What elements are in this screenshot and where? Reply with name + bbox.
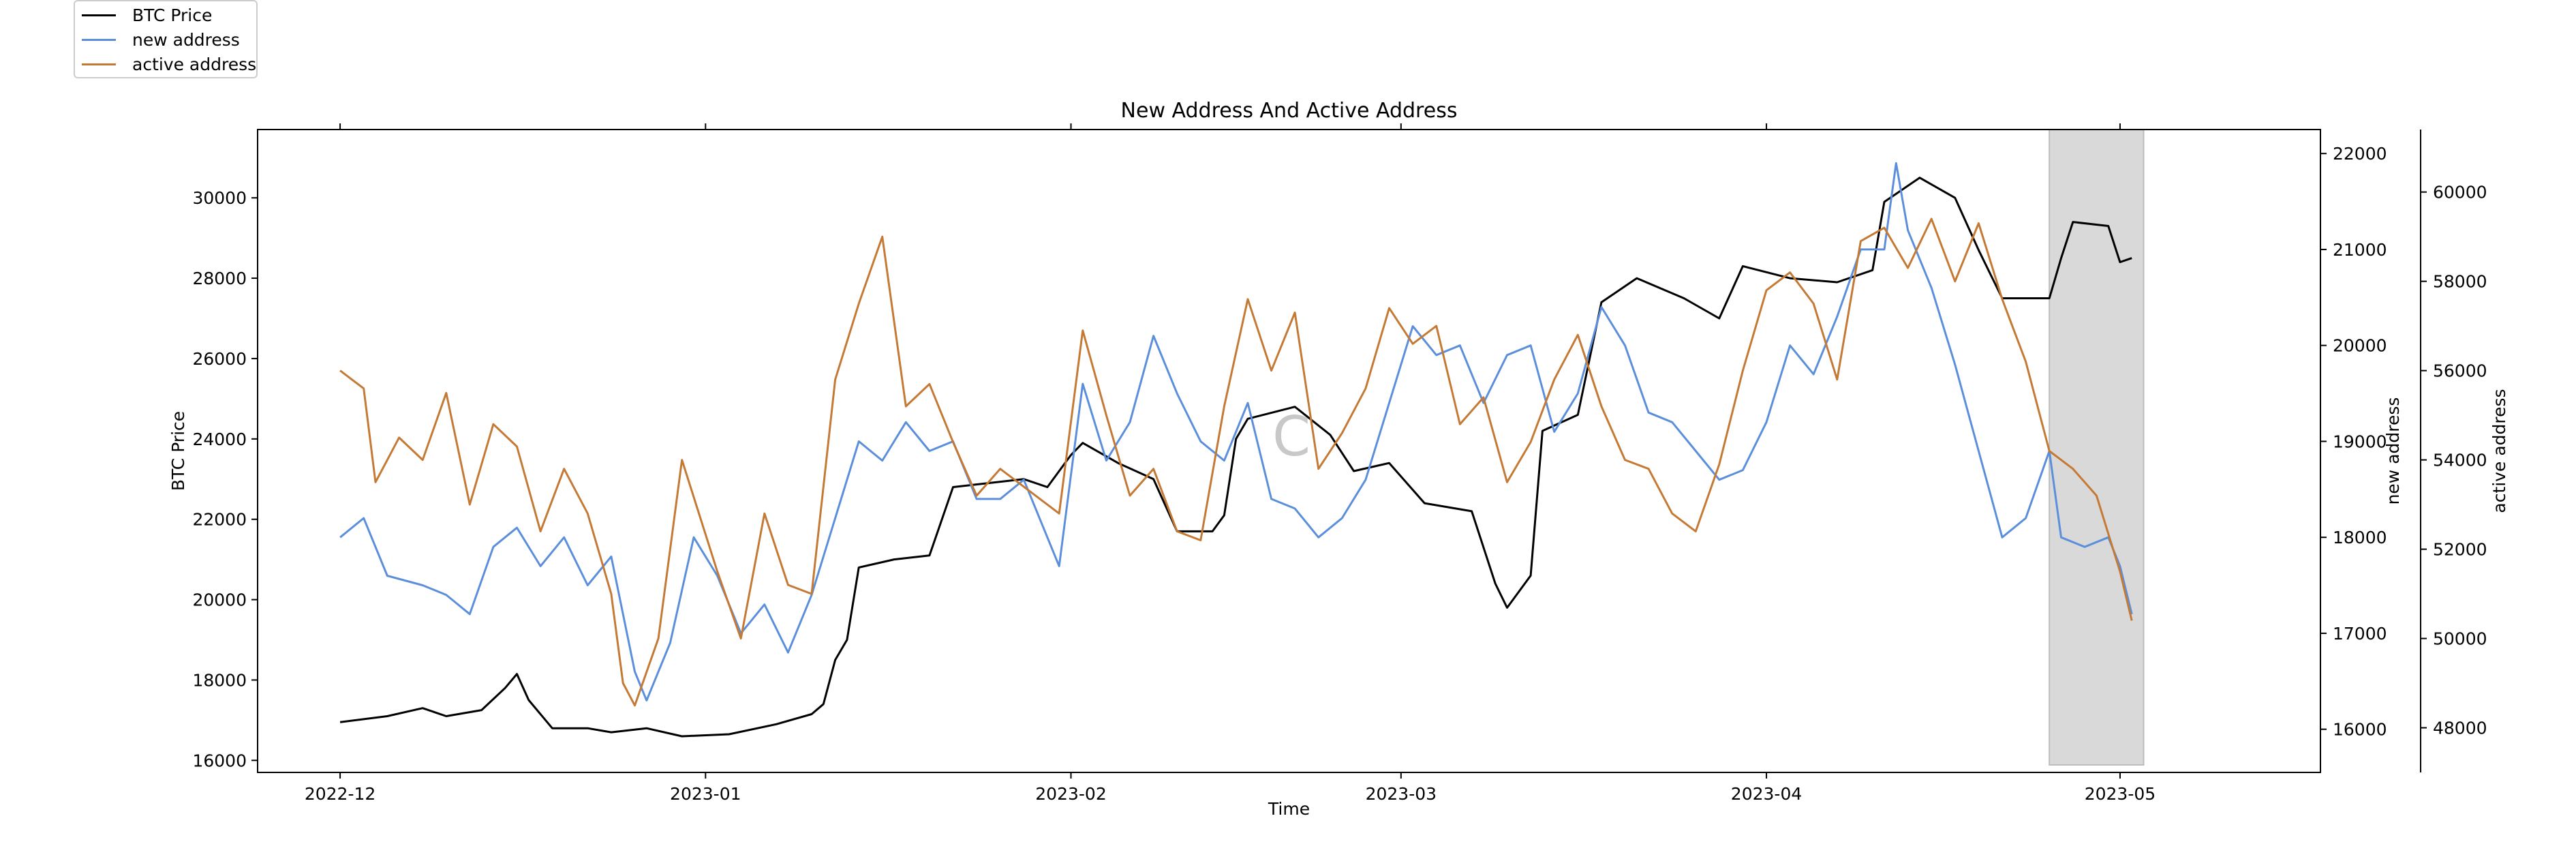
y-right2-tick-label: 56000	[2433, 361, 2487, 381]
series-line-new-address	[339, 162, 2133, 702]
legend-swatch-btc-price	[82, 14, 116, 16]
x-tick-label: 2023-01	[670, 784, 741, 804]
y-right1-label: new address	[2383, 397, 2403, 505]
series-line-active-address	[339, 217, 2133, 707]
chart-title: New Address And Active Address	[1121, 99, 1458, 123]
y-right1-tick-label: 16000	[2333, 720, 2387, 740]
legend-swatch-active-address	[82, 63, 116, 65]
legend: BTC Price new address active address	[74, 0, 258, 78]
y-right2-tick-label: 60000	[2433, 183, 2487, 202]
y-right2-tick-label: 58000	[2433, 272, 2487, 292]
y-right1-tick-label: 17000	[2333, 624, 2387, 644]
legend-item-new-address: new address	[82, 27, 240, 52]
series-line-btc-price	[339, 177, 2132, 738]
y-left-axis: 16000 18000 20000 22000 24000 26000 28000 30000	[192, 188, 258, 770]
y-right2-tick-label: 50000	[2433, 629, 2487, 649]
y-left-tick-label: 16000	[192, 751, 247, 770]
shaded-region	[2049, 129, 2145, 766]
y-left-tick-label: 26000	[192, 349, 247, 369]
y-left-tick-label: 20000	[192, 590, 247, 610]
plot-frame	[257, 129, 2321, 773]
y-right2-tick-label: 52000	[2433, 540, 2487, 560]
legend-item-active-address: active address	[82, 52, 256, 76]
y-left-tick-label: 24000	[192, 430, 247, 449]
shade-layer	[2049, 129, 2145, 766]
y-right1-tick-label: 19000	[2333, 432, 2387, 451]
series-layer	[339, 162, 2133, 738]
legend-item-btc-price: BTC Price	[82, 3, 212, 27]
y-right1-tick-label: 21000	[2333, 240, 2387, 260]
legend-label-new-address: new address	[132, 29, 240, 50]
y-right1-axis: 16000 17000 18000 19000 20000 21000 22000	[2320, 144, 2387, 740]
x-tick-label: 2023-02	[1035, 784, 1106, 804]
legend-swatch-new-address	[82, 38, 116, 41]
x-axis-label: Time	[1268, 799, 1310, 819]
y-right2-tick-label: 54000	[2433, 451, 2487, 470]
x-tick-label: 2023-05	[2085, 784, 2156, 804]
x-tick-label: 2022-12	[305, 784, 375, 804]
y-right1-tick-label: 20000	[2333, 336, 2387, 356]
x-tick-label: 2023-04	[1731, 784, 1802, 804]
y-right1-tick-label: 22000	[2333, 144, 2387, 164]
x-axis: 2022-12 2023-01 2023-02 2023-03 2023-04 2023-…	[305, 123, 2156, 804]
y-left-tick-label: 28000	[192, 269, 247, 288]
y-left-tick-label: 30000	[192, 188, 247, 208]
y-left-label: BTC Price	[168, 411, 188, 491]
legend-label-active-address: active address	[132, 54, 257, 74]
y-right1-tick-label: 18000	[2333, 528, 2387, 547]
x-tick-label: 2023-03	[1366, 784, 1437, 804]
y-right2-tick-label: 48000	[2433, 719, 2487, 738]
legend-label-btc-price: BTC Price	[132, 5, 213, 25]
y-right2-axis: 48000 50000 52000 54000 56000 58000 60000	[2420, 130, 2487, 772]
y-right2-label: active address	[2489, 389, 2509, 513]
y-left-tick-label: 22000	[192, 510, 247, 530]
y-left-tick-label: 18000	[192, 670, 247, 690]
watermark: C	[1272, 405, 1310, 468]
